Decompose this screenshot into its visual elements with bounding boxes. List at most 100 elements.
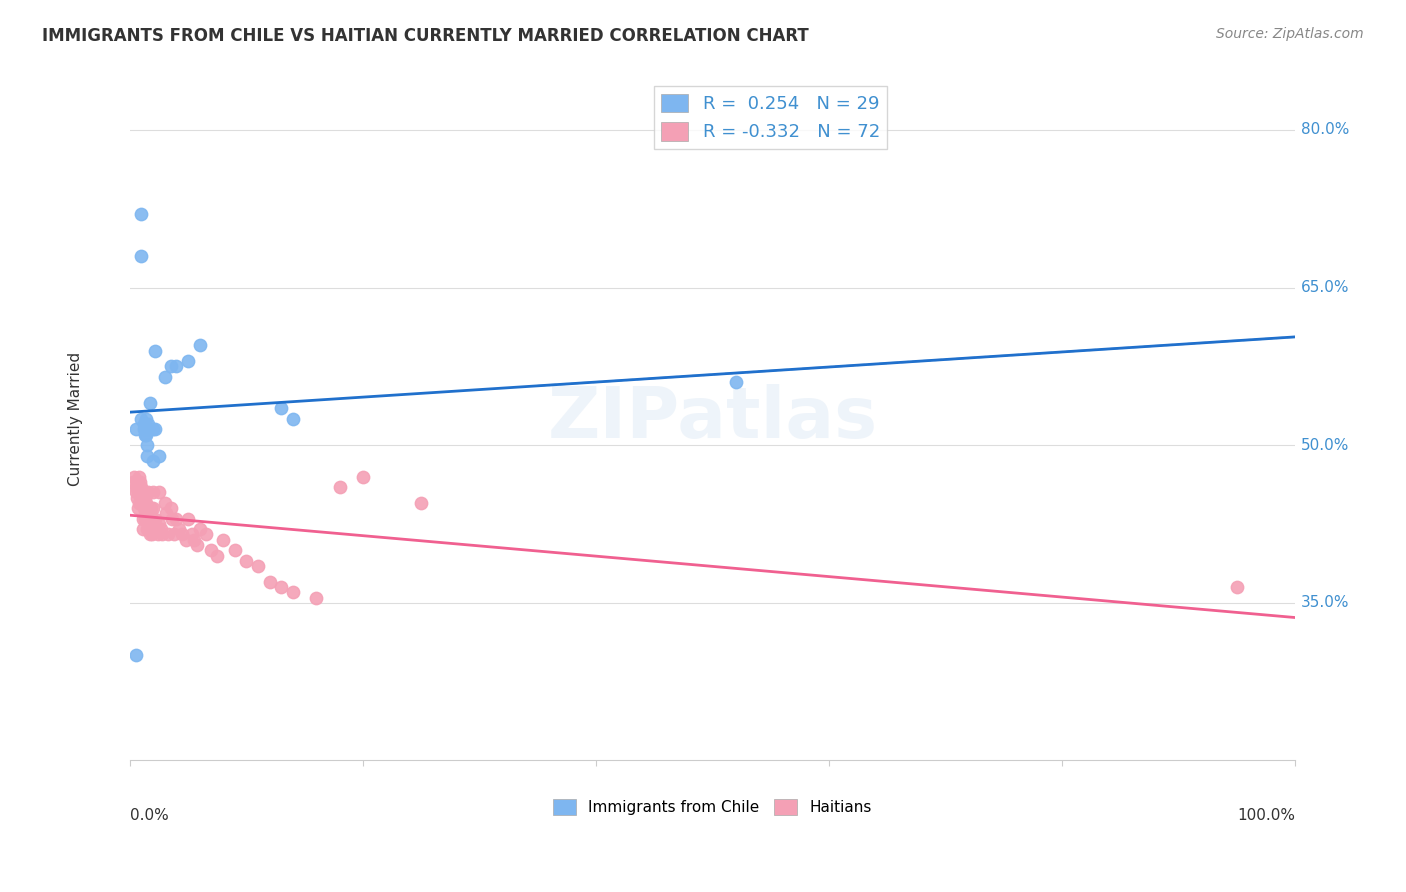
Point [125,475,148,489]
Point [153,496,176,510]
Point [134,512,156,526]
Point [131,207,153,221]
Point [177,354,200,368]
Point [136,438,159,452]
Point [128,496,150,510]
Point [138,396,160,410]
Point [124,480,146,494]
Point [124,648,146,663]
Point [132,501,155,516]
Point [129,475,152,489]
Point [409,496,432,510]
Point [134,491,156,505]
Point [305,591,328,605]
Point [132,417,155,432]
Point [124,422,146,436]
Point [235,554,257,568]
Text: 0.0%: 0.0% [129,808,169,823]
Text: Source: ZipAtlas.com: Source: ZipAtlas.com [1216,27,1364,41]
Point [160,512,183,526]
Point [281,585,304,599]
Point [138,422,160,436]
Point [145,343,167,358]
Point [132,485,155,500]
Point [127,485,149,500]
Point [131,496,153,510]
Point [188,522,211,536]
Text: ZIPatlas: ZIPatlas [547,384,877,453]
Point [122,475,145,489]
Point [1226,580,1249,594]
Point [148,516,170,531]
Text: 80.0%: 80.0% [1301,122,1350,137]
Point [259,574,281,589]
Point [246,559,269,574]
Point [174,533,197,547]
Text: 50.0%: 50.0% [1301,438,1350,452]
Point [159,359,181,374]
Point [180,527,202,541]
Point [129,496,152,510]
Point [270,580,292,594]
Point [124,485,146,500]
Point [177,512,200,526]
Point [224,543,246,558]
Point [142,454,165,468]
Point [205,549,228,563]
Point [131,522,153,536]
Point [139,516,162,531]
Point [352,469,374,483]
Point [148,449,170,463]
Point [155,507,177,521]
Point [135,507,157,521]
Point [148,485,170,500]
Point [188,338,211,352]
Point [145,422,167,436]
Point [124,469,146,483]
Point [142,485,165,500]
Point [281,412,304,426]
Point [145,512,167,526]
Point [135,412,157,426]
Point [127,501,149,516]
Point [153,370,176,384]
Point [138,417,160,432]
Point [136,449,159,463]
Point [141,512,163,526]
Point [136,522,159,536]
Point [146,527,169,541]
Point [724,375,747,389]
Point [212,533,235,547]
Point [186,538,208,552]
Point [128,469,150,483]
Point [131,480,153,494]
Text: 35.0%: 35.0% [1301,595,1350,610]
Point [132,422,155,436]
Point [167,522,190,536]
Point [163,527,186,541]
Point [183,533,205,547]
Point [165,359,187,374]
Point [142,501,165,516]
Point [131,249,153,263]
Point [125,491,148,505]
Point [157,527,180,541]
Point [194,527,217,541]
Point [328,480,350,494]
Point [131,512,153,526]
Point [142,422,165,436]
Point [139,501,162,516]
Point [270,401,292,416]
Text: 100.0%: 100.0% [1237,808,1295,823]
Point [135,496,157,510]
Point [141,527,163,541]
Text: Currently Married: Currently Married [69,351,83,486]
Point [136,512,159,526]
Point [159,501,181,516]
Text: IMMIGRANTS FROM CHILE VS HAITIAN CURRENTLY MARRIED CORRELATION CHART: IMMIGRANTS FROM CHILE VS HAITIAN CURRENT… [42,27,808,45]
Point [134,422,156,436]
Point [152,527,174,541]
Point [131,412,153,426]
Point [143,516,166,531]
Point [145,522,167,536]
